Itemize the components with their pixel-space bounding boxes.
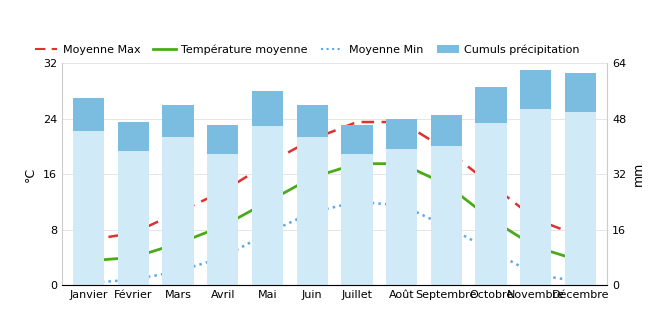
Bar <box>386 118 417 149</box>
Bar <box>162 105 194 285</box>
Bar <box>565 73 596 285</box>
Y-axis label: mm: mm <box>632 162 645 186</box>
Bar <box>520 70 552 109</box>
Bar <box>565 73 596 112</box>
Legend: Moyenne Max, Température moyenne, Moyenne Min, Cumuls précipitation: Moyenne Max, Température moyenne, Moyenn… <box>30 40 584 59</box>
Bar <box>252 91 283 285</box>
Bar <box>296 105 328 137</box>
Bar <box>341 125 373 285</box>
Bar <box>475 87 507 285</box>
Bar <box>520 70 552 285</box>
Bar <box>431 115 462 285</box>
Bar <box>162 105 194 137</box>
Bar <box>117 122 149 285</box>
Bar <box>73 98 104 131</box>
Bar <box>296 105 328 285</box>
Bar <box>475 87 507 123</box>
Bar <box>207 125 238 285</box>
Bar <box>341 125 373 154</box>
Bar <box>431 115 462 146</box>
Y-axis label: °C: °C <box>24 167 37 182</box>
Bar <box>252 91 283 126</box>
Bar <box>117 122 149 152</box>
Bar <box>73 98 104 285</box>
Bar <box>207 125 238 154</box>
Bar <box>386 118 417 285</box>
